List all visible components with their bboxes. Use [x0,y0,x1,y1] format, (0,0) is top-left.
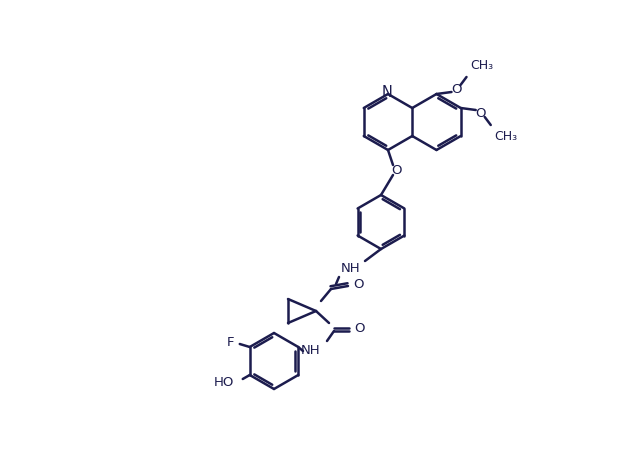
Text: O: O [353,277,364,290]
Text: NH: NH [301,345,321,358]
Text: CH₃: CH₃ [495,130,518,143]
Text: CH₃: CH₃ [470,59,493,72]
Text: NH: NH [341,263,361,275]
Text: F: F [227,336,234,348]
Text: O: O [476,107,486,119]
Text: O: O [451,83,461,95]
Text: N: N [381,85,392,100]
Text: O: O [354,322,365,336]
Text: O: O [391,164,401,177]
Text: HO: HO [213,376,234,390]
